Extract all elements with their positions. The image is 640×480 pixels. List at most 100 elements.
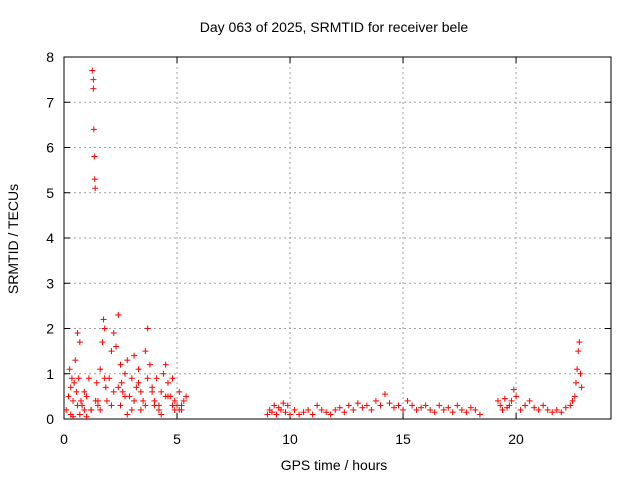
- data-point: [122, 393, 129, 400]
- data-point: [97, 366, 104, 373]
- data-point: [508, 397, 515, 404]
- data-point: [497, 402, 504, 409]
- y-tick-label: 7: [46, 94, 54, 110]
- data-point: [345, 402, 352, 409]
- data-point: [574, 366, 581, 373]
- data-point: [327, 411, 334, 418]
- data-point: [499, 406, 506, 413]
- data-point: [88, 406, 95, 413]
- data-point: [142, 402, 149, 409]
- data-point: [142, 348, 149, 355]
- data-point: [117, 361, 124, 368]
- data-point: [118, 379, 125, 386]
- data-point: [372, 397, 379, 404]
- data-point: [83, 393, 90, 400]
- data-point: [67, 384, 74, 391]
- data-point: [400, 406, 407, 413]
- data-point: [571, 393, 578, 400]
- data-point: [391, 404, 398, 411]
- data-point: [183, 393, 190, 400]
- data-point: [124, 357, 131, 364]
- data-point: [76, 339, 83, 346]
- data-point: [70, 413, 77, 420]
- data-point: [454, 402, 461, 409]
- data-point: [576, 339, 583, 346]
- data-point: [282, 409, 289, 416]
- data-point: [108, 348, 115, 355]
- data-point: [76, 411, 83, 418]
- data-point: [112, 343, 119, 350]
- data-point: [101, 325, 108, 332]
- data-point: [377, 402, 384, 409]
- data-point: [522, 402, 529, 409]
- data-point: [94, 397, 101, 404]
- data-point: [65, 393, 72, 400]
- data-point: [169, 375, 176, 382]
- data-point: [135, 366, 142, 373]
- data-point: [128, 406, 135, 413]
- data-point: [354, 400, 361, 407]
- data-point: [458, 406, 465, 413]
- data-point: [305, 406, 312, 413]
- data-point: [131, 352, 138, 359]
- data-point: [431, 409, 438, 416]
- data-point: [92, 185, 99, 192]
- data-point: [549, 409, 556, 416]
- data-point: [83, 413, 90, 420]
- data-point: [137, 388, 144, 395]
- data-point: [513, 393, 520, 400]
- data-point: [284, 402, 291, 409]
- chart-title: Day 063 of 2025, SRMTID for receiver bel…: [200, 19, 469, 35]
- data-point: [562, 404, 569, 411]
- data-point: [117, 402, 124, 409]
- plot-frame: [63, 56, 612, 420]
- data-point: [131, 397, 138, 404]
- data-point: [90, 85, 97, 92]
- data-point: [71, 379, 78, 386]
- y-tick-label: 8: [46, 49, 54, 65]
- x-axis: 0 5 10 15 20: [60, 57, 524, 447]
- data-point: [124, 411, 131, 418]
- data-point: [427, 406, 434, 413]
- data-point: [472, 406, 479, 413]
- data-point: [440, 406, 447, 413]
- data-point: [100, 316, 107, 323]
- data-point: [97, 406, 104, 413]
- y-tick-label: 0: [46, 411, 54, 427]
- data-point: [422, 402, 429, 409]
- data-point: [160, 370, 167, 377]
- data-point: [108, 402, 115, 409]
- data-point: [149, 388, 156, 395]
- data-point: [81, 388, 88, 395]
- data-point: [291, 406, 298, 413]
- y-tick-label: 4: [46, 230, 54, 246]
- data-point: [510, 386, 517, 393]
- data-point: [467, 404, 474, 411]
- y-axis-label: SRMTID / TECUs: [5, 184, 21, 294]
- data-point: [300, 409, 307, 416]
- plot-border: [63, 56, 612, 420]
- data-point: [535, 406, 542, 413]
- y-tick-label: 6: [46, 140, 54, 156]
- data-point: [273, 411, 280, 418]
- data-point: [386, 400, 393, 407]
- data-point: [140, 397, 147, 404]
- data-point: [363, 402, 370, 409]
- data-point: [271, 402, 278, 409]
- data-point: [318, 406, 325, 413]
- data-point: [381, 391, 388, 398]
- y-axis: 0 1 2 3 4 5 6 7 8: [46, 49, 611, 427]
- data-point: [144, 375, 151, 382]
- data-point: [91, 176, 98, 183]
- data-point: [577, 370, 584, 377]
- data-point: [89, 67, 96, 74]
- data-point: [144, 325, 151, 332]
- y-tick-label: 5: [46, 185, 54, 201]
- data-point: [309, 411, 316, 418]
- data-point: [171, 406, 178, 413]
- data-point: [395, 402, 402, 409]
- data-point: [169, 402, 176, 409]
- data-point: [332, 406, 339, 413]
- data-point: [180, 397, 187, 404]
